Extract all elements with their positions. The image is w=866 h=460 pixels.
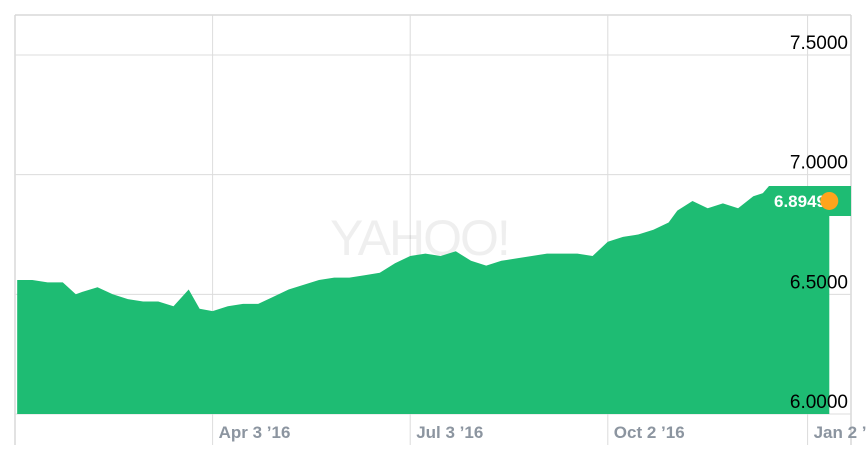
y-tick-label: 6.5000 — [790, 272, 848, 293]
x-axis: Apr 3 ’16 Jul 3 ’16 Oct 2 ’16 Jan 2 ’17 — [219, 423, 866, 442]
last-value-label: 6.8949 — [774, 192, 826, 211]
y-tick-label: 7.0000 — [790, 153, 848, 174]
y-tick-label: 6.0000 — [790, 392, 848, 413]
x-tick-label: Jan 2 ’17 — [814, 423, 866, 442]
y-axis: 7.5000 7.0000 6.5000 6.0000 — [790, 33, 848, 413]
price-area — [17, 186, 830, 414]
y-tick-label: 7.5000 — [790, 33, 848, 54]
x-tick-label: Oct 2 ’16 — [614, 423, 685, 442]
x-tick-label: Jul 3 ’16 — [416, 423, 483, 442]
last-point-marker — [820, 191, 839, 210]
x-tick-label: Apr 3 ’16 — [219, 423, 291, 442]
